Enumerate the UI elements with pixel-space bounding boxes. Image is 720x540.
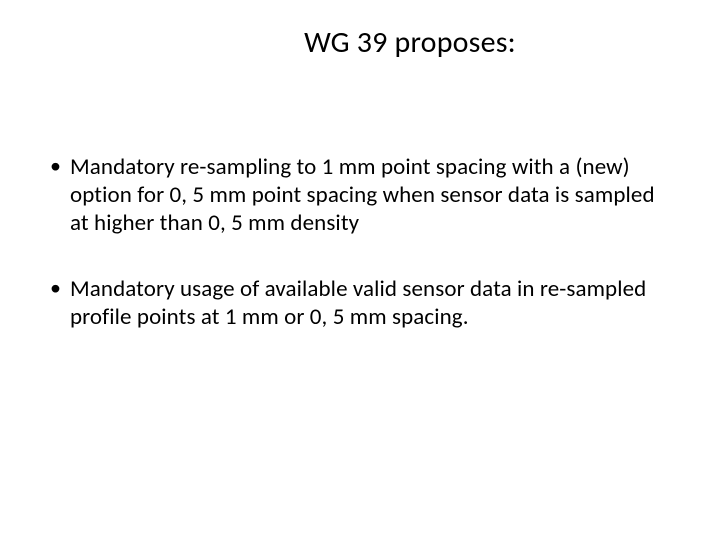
- list-item: Mandatory re-sampling to 1 mm point spac…: [46, 153, 674, 237]
- slide-container: WG 39 proposes: Mandatory re-sampling to…: [0, 0, 720, 540]
- slide-title: WG 39 proposes:: [146, 24, 674, 61]
- list-item: Mandatory usage of available valid senso…: [46, 275, 674, 331]
- bullet-list: Mandatory re-sampling to 1 mm point spac…: [46, 153, 674, 369]
